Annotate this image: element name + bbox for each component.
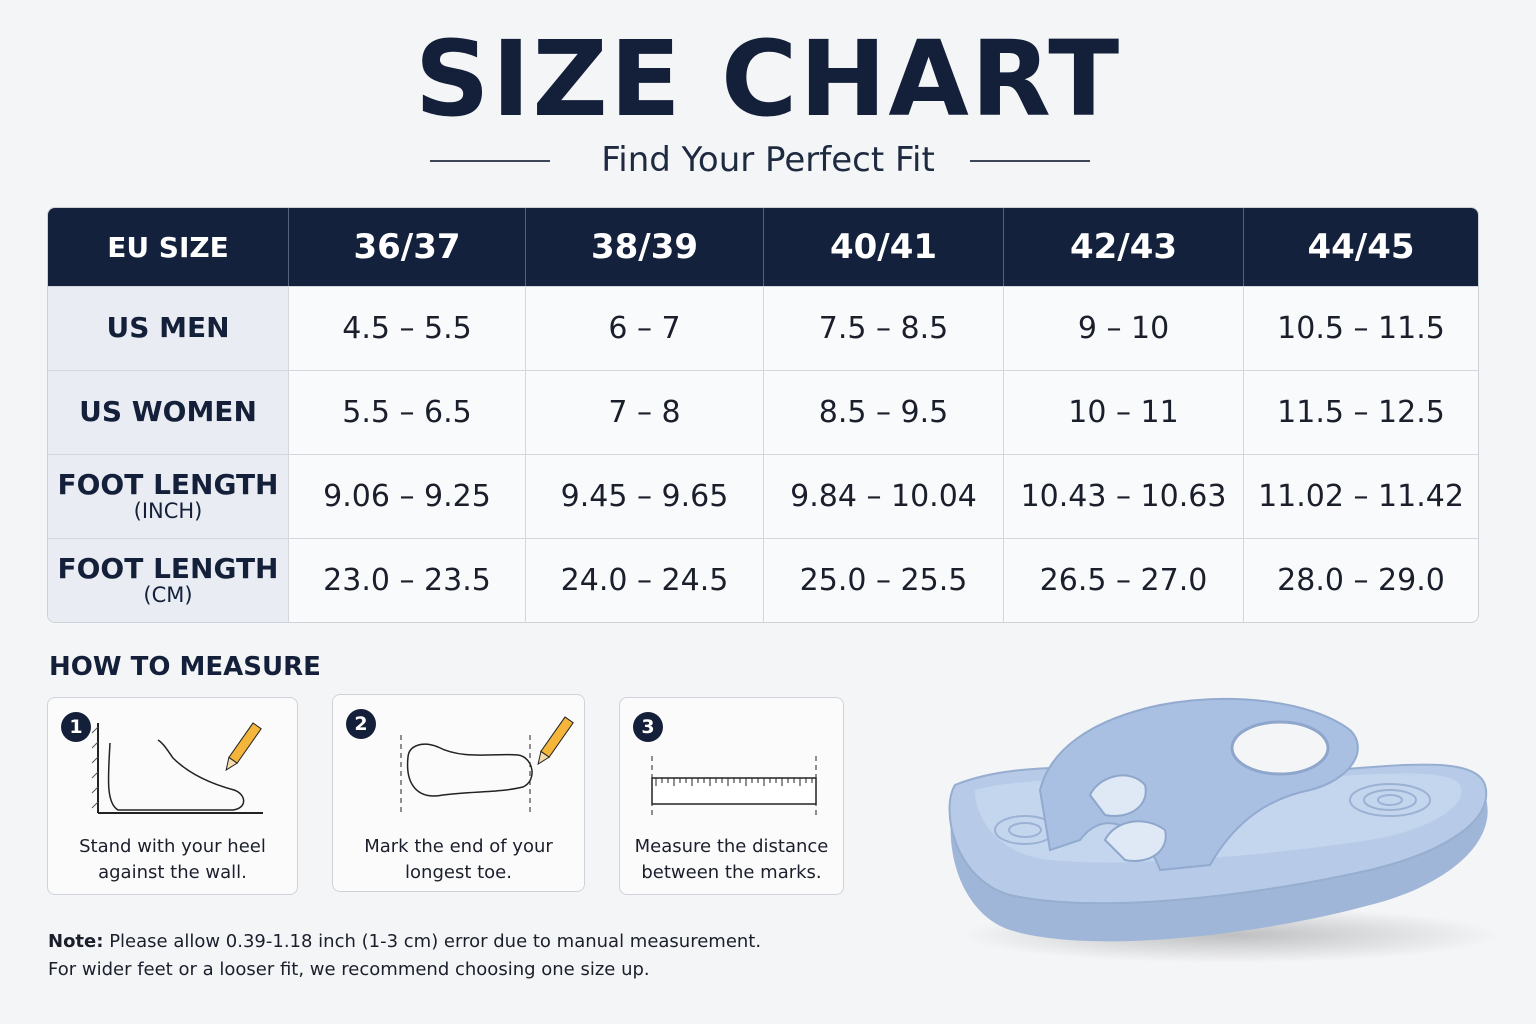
row-unit: (INCH) [133,499,203,524]
table-cell: 9 – 10 [1003,286,1243,370]
step-number: 3 [633,712,663,742]
table-cell: 9.06 – 9.25 [288,454,525,538]
table-cell: 10.43 – 10.63 [1003,454,1243,538]
note-text: Please allow 0.39-1.18 inch (1-3 cm) err… [109,931,762,952]
note-line: For wider feet or a looser fit, we recom… [48,959,650,980]
table-cell: 11.5 – 12.5 [1243,370,1478,454]
header-cell: 42/43 [1003,208,1243,286]
row-label: US MEN [48,286,288,370]
text-line: Stand with your heel [79,836,266,857]
text-line: against the wall. [98,862,247,883]
row-label: US WOMEN [48,370,288,454]
row-unit: (CM) [143,583,193,608]
step-number: 1 [61,712,91,742]
row-label: FOOT LENGTH (CM) [48,538,288,622]
header-cell: 36/37 [288,208,525,286]
table-cell: 6 – 7 [525,286,763,370]
table-cell: 24.0 – 24.5 [525,538,763,622]
table-cell: 25.0 – 25.5 [763,538,1003,622]
row-label-text: US MEN [106,311,230,345]
table-row: US MEN 4.5 – 5.5 6 – 7 7.5 – 8.5 9 – 10 10.5 … [48,286,1478,370]
note: Note: Please allow 0.39-1.18 inch (1-3 c… [48,928,761,984]
text-line: between the marks. [641,862,822,883]
note-label: Note: [48,931,104,952]
step-card: 2 Mark the end of your longest toe. [332,694,585,892]
sandal-image [948,698,1500,963]
row-label-text: FOOT LENGTH [57,551,279,585]
row-label: FOOT LENGTH (INCH) [48,454,288,538]
table-cell: 11.02 – 11.42 [1243,454,1478,538]
table-row: FOOT LENGTH (INCH) 9.06 – 9.25 9.45 – 9.65 9… [48,454,1478,538]
divider [430,160,550,162]
table-cell: 9.84 – 10.04 [763,454,1003,538]
header-cell: 38/39 [525,208,763,286]
step-card: 1 Stand with your heel against the wall. [47,697,298,895]
table-cell: 23.0 – 23.5 [288,538,525,622]
text-line: Measure the distance [634,836,829,857]
table-cell: 7 – 8 [525,370,763,454]
text-line: longest toe. [405,862,512,883]
illustration [91,722,263,814]
subtitle: Find Your Perfect Fit [601,140,935,180]
table-cell: 9.45 – 9.65 [525,454,763,538]
header-cell: 40/41 [763,208,1003,286]
note-line: Note: Please allow 0.39-1.18 inch (1-3 c… [48,928,761,956]
step-text: Stand with your heel against the wall. [48,834,297,886]
table-row: US WOMEN 5.5 – 6.5 7 – 8 8.5 – 9.5 10 – 11 11… [48,370,1478,454]
table-cell: 8.5 – 9.5 [763,370,1003,454]
text-line: Mark the end of your [364,836,553,857]
section-title: HOW TO MEASURE [49,652,321,682]
table-body: US MEN 4.5 – 5.5 6 – 7 7.5 – 8.5 9 – 10 10.5 … [48,286,1478,622]
step-text: Mark the end of your longest toe. [333,834,584,886]
table-row: FOOT LENGTH (CM) 23.0 – 23.5 24.0 – 24.5 25.… [48,538,1478,622]
illustration [400,716,574,813]
table-cell: 26.5 – 27.0 [1003,538,1243,622]
size-table: EU SIZE 36/37 38/39 40/41 42/43 44/45 US MEN 4… [47,207,1479,623]
header-row: EU SIZE 36/37 38/39 40/41 42/43 44/45 [48,208,1478,286]
table-cell: 4.5 – 5.5 [288,286,525,370]
table-cell: 10.5 – 11.5 [1243,286,1478,370]
header-cell: EU SIZE [48,208,288,286]
table-cell: 5.5 – 6.5 [288,370,525,454]
row-label-text: FOOT LENGTH [57,467,279,501]
table-cell: 7.5 – 8.5 [763,286,1003,370]
divider [970,160,1090,162]
step-card: 3 Measure the distance between the marks. [619,697,844,895]
illustration [651,756,817,816]
table-cell: 28.0 – 29.0 [1243,538,1478,622]
step-number: 2 [346,709,376,739]
header-cell: 44/45 [1243,208,1478,286]
title: SIZE CHART [414,18,1122,140]
row-label-text: US WOMEN [79,395,257,429]
table-cell: 10 – 11 [1003,370,1243,454]
step-text: Measure the distance between the marks. [620,834,843,886]
